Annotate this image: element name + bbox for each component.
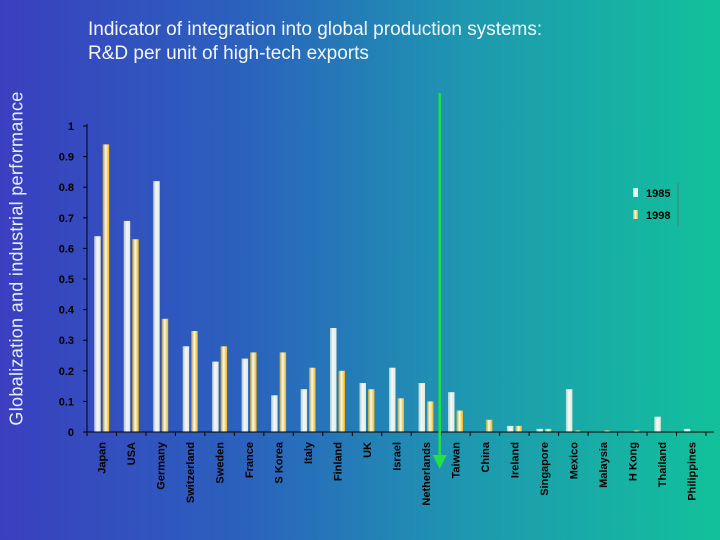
bar-1998-ireland [515,425,522,432]
bar-1998-japan [102,144,110,432]
x-tick-label: France [244,442,256,478]
bar-1985-italy [300,389,308,432]
x-tick-label: Netherlands [421,442,433,506]
bar-1998-malaysia [603,430,611,432]
bar-1985-uk [359,383,366,432]
x-tick-label: Japan [97,442,109,474]
chart-title: Indicator of integration into global pro… [88,18,698,66]
bar-1985-philippines [683,428,691,432]
bar-1998-singapore [544,428,552,432]
y-tick-label: 0.9 [59,152,74,164]
divider-arrow [432,93,447,469]
bar-1998-germany [161,318,169,432]
y-tick-label: 0.4 [59,305,75,317]
x-tick-label: USA [126,442,138,465]
bar-1998-switzerland [191,331,198,432]
x-tick-label: Singapore [539,442,551,496]
bar-1985-finland [330,328,337,432]
bar-1985-france [241,358,249,432]
bar-1998-mexico [574,430,581,432]
y-tick-labels: 0 0.1 0.2 0.3 0.4 0.5 0.6 0.7 0.8 0.9 1 [59,121,75,439]
x-tick-label: Taiwan [451,442,463,479]
bar-1985-japan [94,236,101,432]
bar-1998-sweden [220,346,228,432]
bar-1985-germany [153,181,160,432]
chart-title-line2: R&D per unit of high-tech exports [88,43,369,64]
x-tick-label: Sweden [215,442,227,484]
y-tick-label: 0.6 [59,243,74,255]
y-tick-label: 0.1 [59,396,74,408]
bar-1985-singapore [536,428,543,432]
x-tick-label: Italy [303,441,315,464]
bar-1985-mexico [565,389,573,432]
divider-arrow-head [432,455,447,469]
legend: 1985 1998 [633,183,679,226]
x-tick-label: Israel [392,442,404,471]
legend-swatch-1998 [633,210,638,219]
axes-group [83,124,714,436]
x-tick-label: UK [362,442,374,458]
x-tick-label: Ireland [509,442,521,478]
x-tick-label: Finland [333,442,345,481]
x-tick-label: S Korea [274,441,286,483]
chart-title-line1: Indicator of integration into global pro… [88,19,543,40]
bar-1985-thailand [654,416,661,432]
x-tick-label: Malaysia [598,441,610,488]
bar-1985-netherlands [418,383,425,432]
bar-1998-france [250,352,257,432]
y-tick-label: 0.8 [59,182,74,194]
bar-1985-taiwan [448,392,455,432]
bar-1998-israel [397,398,404,432]
bars-group [94,144,691,432]
bar-1998-usa [132,239,139,432]
bar-1985-ireland [506,425,514,432]
bar-1985-sweden [212,361,219,432]
x-tick-labels: Japan USA Germany Switzerland Sweden France S … [97,441,699,505]
x-tick-label: Germany [156,441,168,490]
bar-1998-china [485,419,493,432]
x-tick-label: Philippines [686,442,698,501]
bar-1998-italy [309,367,316,432]
bar-1998-finland [338,370,345,432]
bar-1985-israel [389,367,396,432]
bar-1998-uk [368,389,375,432]
legend-swatch-1985 [633,188,638,197]
x-tick-label: Mexico [568,442,580,480]
y-tick-label: 0.7 [59,213,74,225]
x-tick-label: Switzerland [185,442,197,503]
y-tick-label: 1 [68,121,74,133]
y-tick-label: 0.5 [59,274,74,286]
x-tick-label: China [480,441,492,472]
y-tick-label: 0 [68,427,74,439]
bar-1998-h-kong [633,430,640,432]
bar-1998-taiwan [456,410,463,432]
x-tick-label: Thailand [657,442,669,487]
bar-1985-switzerland [182,346,190,432]
bar-1998-s-korea [279,352,287,432]
bar-1985-usa [123,220,131,432]
y-tick-label: 0.3 [59,335,74,347]
x-tick-label: H Kong [627,442,639,481]
bar-1998-netherlands [427,401,434,432]
y-tick-label: 0.2 [59,366,74,378]
legend-label-1998: 1998 [646,210,670,222]
legend-label-1985: 1985 [646,188,670,200]
bar-1985-s-korea [271,395,278,432]
